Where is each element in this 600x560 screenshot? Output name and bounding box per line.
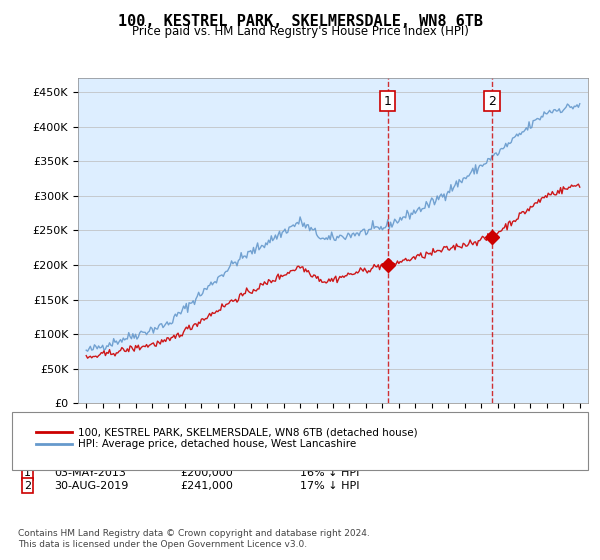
Text: 03-MAY-2013: 03-MAY-2013 — [54, 468, 126, 478]
Text: 30-AUG-2019: 30-AUG-2019 — [54, 480, 128, 491]
Text: 2: 2 — [488, 95, 496, 108]
Text: 1: 1 — [384, 95, 392, 108]
Text: HPI: Average price, detached house, West Lancashire: HPI: Average price, detached house, West… — [78, 438, 356, 449]
Text: 1: 1 — [24, 468, 31, 478]
Text: 17% ↓ HPI: 17% ↓ HPI — [300, 480, 359, 491]
Text: 100, KESTREL PARK, SKELMERSDALE, WN8 6TB: 100, KESTREL PARK, SKELMERSDALE, WN8 6TB — [118, 14, 482, 29]
Text: Price paid vs. HM Land Registry's House Price Index (HPI): Price paid vs. HM Land Registry's House … — [131, 25, 469, 38]
Text: £241,000: £241,000 — [180, 480, 233, 491]
Text: Contains HM Land Registry data © Crown copyright and database right 2024.
This d: Contains HM Land Registry data © Crown c… — [18, 529, 370, 549]
Text: 16% ↓ HPI: 16% ↓ HPI — [300, 468, 359, 478]
Text: 100, KESTREL PARK, SKELMERSDALE, WN8 6TB (detached house): 100, KESTREL PARK, SKELMERSDALE, WN8 6TB… — [78, 427, 418, 437]
Text: £200,000: £200,000 — [180, 468, 233, 478]
Text: 2: 2 — [24, 480, 31, 491]
